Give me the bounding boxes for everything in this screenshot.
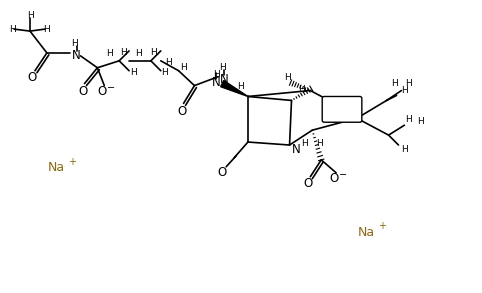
- Text: O: O: [177, 105, 186, 118]
- Text: +: +: [378, 221, 386, 231]
- Text: H: H: [43, 25, 50, 34]
- Text: N: N: [72, 49, 81, 62]
- Text: H: H: [106, 50, 113, 58]
- Text: H: H: [298, 85, 305, 94]
- Text: H: H: [213, 70, 220, 79]
- Text: H: H: [180, 63, 187, 72]
- Text: H: H: [120, 48, 126, 57]
- Text: H: H: [417, 117, 424, 126]
- FancyBboxPatch shape: [322, 96, 362, 122]
- Text: Na: Na: [358, 226, 375, 239]
- Text: O: O: [330, 172, 339, 185]
- Text: H: H: [401, 86, 408, 95]
- Text: H: H: [405, 79, 412, 88]
- Text: H: H: [391, 79, 398, 88]
- Text: H: H: [150, 48, 157, 57]
- Text: N: N: [292, 144, 301, 156]
- Text: N: N: [220, 73, 228, 86]
- Text: O: O: [78, 85, 87, 98]
- Text: H: H: [301, 139, 308, 148]
- Text: −: −: [107, 83, 115, 93]
- Text: O: O: [98, 85, 107, 98]
- Text: H: H: [27, 11, 33, 20]
- Text: Na: Na: [48, 161, 66, 174]
- Text: H: H: [316, 139, 322, 148]
- Text: H: H: [401, 145, 408, 154]
- Text: H: H: [71, 40, 78, 48]
- Text: H: H: [9, 25, 15, 34]
- Text: H: H: [130, 68, 136, 77]
- Text: H: H: [284, 73, 291, 82]
- Text: N: N: [212, 76, 221, 89]
- Text: +: +: [67, 157, 76, 167]
- Text: H: H: [165, 58, 172, 67]
- Text: O: O: [304, 177, 313, 190]
- Polygon shape: [221, 81, 248, 96]
- Text: H: H: [405, 115, 412, 124]
- Text: Abs: Abs: [333, 102, 351, 113]
- Text: H: H: [219, 63, 226, 72]
- Text: −: −: [339, 170, 347, 180]
- Text: O: O: [217, 166, 227, 179]
- Text: H: H: [135, 50, 142, 58]
- Text: O: O: [27, 71, 37, 84]
- Text: H: H: [161, 68, 168, 77]
- Text: H: H: [237, 82, 243, 91]
